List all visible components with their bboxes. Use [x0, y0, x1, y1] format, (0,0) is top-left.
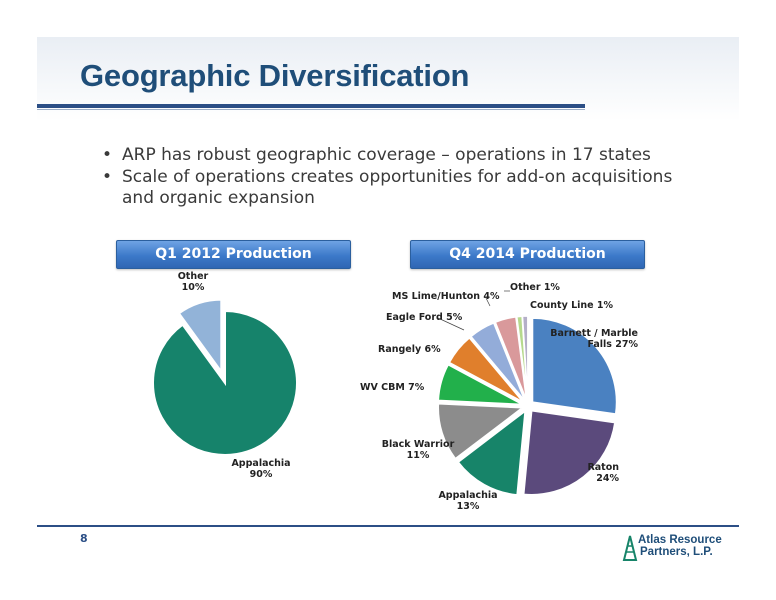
page-title: Geographic Diversification [80, 58, 470, 93]
slice-label-appalachia: Appalachia 13% [438, 490, 497, 512]
pie-slice-black-warrior [437, 403, 525, 460]
bullet-text: ARP has robust geographic coverage – ope… [122, 145, 651, 165]
slice-label-county-line: County Line 1% [530, 300, 613, 311]
pie-slice-ms-lime-hunton [494, 316, 528, 401]
title-rule-thin [37, 109, 585, 110]
footer-rule [37, 525, 739, 527]
company-logo: Atlas Resource Partners, L.P. [622, 534, 734, 562]
bullet-dot: • [102, 145, 113, 165]
title-rule [37, 104, 585, 108]
pie-slice-appalachia [457, 409, 526, 496]
bullet-text: Scale of operations creates opportunitie… [122, 167, 673, 208]
logo-line-2: Partners, L.P. [640, 546, 713, 558]
pie-slice-raton [522, 409, 616, 496]
chart-title-q4-2014: Q4 2014 Production [410, 240, 645, 269]
slice-label-rangely: Rangely 6% [378, 344, 441, 355]
pie-slice-wv-cbm [437, 363, 523, 406]
slice-label-barnett-marble-falls: Barnett / Marble Falls 27% [550, 328, 638, 350]
slice-label-ms-lime-hunton: MS Lime/Hunton 4% [392, 291, 500, 302]
pie-chart-q1-2012: Other 10% Appalachia 90% [152, 271, 298, 480]
page-number: 8 [80, 532, 88, 545]
slice-label-wv-cbm: WV CBM 7% [360, 382, 425, 393]
slice-label-appalachia: Appalachia 90% [231, 458, 290, 480]
slice-label-eagle-ford: Eagle Ford 5% [386, 312, 463, 323]
bullet-dot: • [102, 167, 113, 187]
logo-text: Atlas Resource Partners, L.P. [638, 534, 722, 558]
slide-background [37, 37, 739, 564]
chart-title-q1-2012: Q1 2012 Production [116, 240, 351, 269]
slice-label-other: Other 1% [510, 282, 560, 293]
bullet-list: • ARP has robust geographic coverage – op… [102, 145, 702, 210]
pie-chart-q4-2014: Barnett / Marble Falls 27% Raton 24% Appalac… [360, 282, 638, 512]
slice-label-black-warrior: Black Warrior 11% [382, 439, 455, 461]
derrick-icon [622, 535, 638, 561]
pie-slice-other [177, 298, 223, 375]
logo-line-1: Atlas Resource [638, 534, 722, 546]
pie-slice-county-line [521, 315, 529, 401]
leader-line [437, 317, 465, 331]
pie-slice-rangely [448, 336, 524, 403]
bullet-item: • ARP has robust geographic coverage – op… [102, 145, 702, 166]
pie-slice-barnett-marble-falls [531, 317, 618, 415]
slice-label-other: Other 10% [178, 271, 209, 293]
bullet-item: • Scale of operations creates opportuniti… [102, 167, 702, 209]
leader-line [485, 297, 491, 307]
pie-slice-appalachia [152, 309, 298, 456]
slice-label-raton: Raton 24% [587, 462, 619, 484]
pie-slice-eagle-ford [469, 321, 526, 402]
